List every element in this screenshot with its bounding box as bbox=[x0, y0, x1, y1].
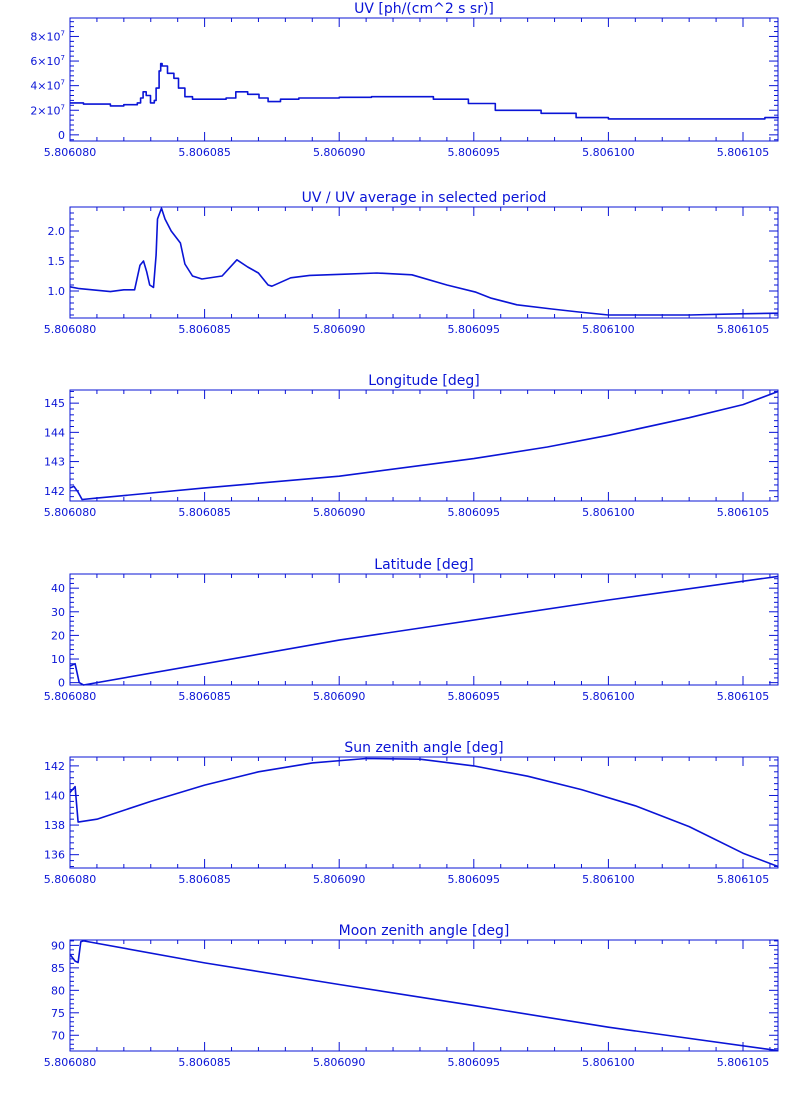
x-tick-label: 5.806085 bbox=[178, 873, 231, 886]
x-tick-label: 5.806100 bbox=[582, 506, 635, 519]
y-tick-label: 136 bbox=[44, 849, 65, 862]
x-tick-label: 5.806100 bbox=[582, 873, 635, 886]
x-tick-label: 5.806080 bbox=[44, 506, 97, 519]
y-tick-label: 6×107 bbox=[30, 54, 65, 68]
y-tick-label: 20 bbox=[51, 629, 65, 642]
y-tick-label: 1.0 bbox=[48, 285, 66, 298]
series-line bbox=[69, 390, 779, 501]
x-tick-label: 5.806095 bbox=[448, 146, 501, 159]
x-tick-label: 5.806105 bbox=[717, 873, 770, 886]
plot-frame bbox=[69, 206, 779, 319]
y-tick-label: 0 bbox=[58, 677, 65, 690]
x-tick-label: 5.806105 bbox=[717, 323, 770, 336]
x-tick-label: 5.806090 bbox=[313, 146, 366, 159]
x-tick-label: 5.806080 bbox=[44, 690, 97, 703]
x-tick-label: 5.806085 bbox=[178, 690, 231, 703]
series-line bbox=[70, 62, 779, 120]
x-tick-label: 5.806095 bbox=[448, 323, 501, 336]
panel-moon-zenith-angle-deg: Moon zenith angle [deg] 5.806080 5.806085 5… bbox=[44, 923, 779, 1069]
x-tick-label: 5.806100 bbox=[582, 323, 635, 336]
x-tick-label: 5.806090 bbox=[313, 506, 366, 519]
panel-uv-uv-average-in-selected-period: UV / UV average in selected period 5.8060… bbox=[44, 190, 779, 336]
x-tick-label: 5.806100 bbox=[582, 1056, 635, 1069]
y-tick-label: 142 bbox=[44, 485, 65, 498]
x-tick-label: 5.806085 bbox=[178, 146, 231, 159]
y-tick-label: 0 bbox=[58, 129, 65, 142]
plot-frame bbox=[69, 573, 779, 686]
panel-title: Sun zenith angle [deg] bbox=[344, 740, 503, 756]
series-line bbox=[69, 575, 779, 686]
y-tick-label: 138 bbox=[44, 819, 65, 832]
y-tick-label: 2×107 bbox=[30, 103, 65, 117]
panel-latitude-deg: Latitude [deg] 5.806080 5.806085 5.806090 5.… bbox=[44, 557, 779, 703]
y-tick-label: 140 bbox=[44, 789, 65, 802]
x-tick-label: 5.806085 bbox=[178, 323, 231, 336]
x-tick-label: 5.806080 bbox=[44, 323, 97, 336]
x-tick-label: 5.806105 bbox=[717, 690, 770, 703]
x-tick-label: 5.806105 bbox=[717, 1056, 770, 1069]
y-tick-label: 8×107 bbox=[30, 29, 65, 43]
x-tick-label: 5.806100 bbox=[582, 146, 635, 159]
y-tick-label: 2.0 bbox=[48, 225, 66, 238]
series-line bbox=[69, 757, 779, 868]
x-tick-label: 5.806095 bbox=[448, 690, 501, 703]
x-tick-label: 5.806085 bbox=[178, 506, 231, 519]
plot-frame bbox=[69, 389, 779, 502]
panel-title: Longitude [deg] bbox=[368, 373, 479, 389]
panel-title: Latitude [deg] bbox=[374, 557, 473, 573]
x-tick-label: 5.806085 bbox=[178, 1056, 231, 1069]
panel-longitude-deg: Longitude [deg] 5.806080 5.806085 5.806090 5… bbox=[44, 373, 779, 519]
x-tick-label: 5.806095 bbox=[448, 873, 501, 886]
y-tick-label: 80 bbox=[51, 984, 65, 997]
y-tick-label: 143 bbox=[44, 456, 65, 469]
panel-title: UV / UV average in selected period bbox=[302, 190, 547, 206]
y-tick-label: 1.5 bbox=[48, 255, 66, 268]
x-tick-label: 5.806090 bbox=[313, 323, 366, 336]
y-tick-label: 75 bbox=[51, 1007, 65, 1020]
y-tick-label: 10 bbox=[51, 653, 65, 666]
x-tick-label: 5.806090 bbox=[313, 690, 366, 703]
y-tick-label: 30 bbox=[51, 606, 65, 619]
plot-frame bbox=[69, 939, 779, 1052]
x-tick-label: 5.806090 bbox=[313, 873, 366, 886]
y-tick-label: 90 bbox=[51, 939, 65, 952]
y-tick-label: 70 bbox=[51, 1029, 65, 1042]
panel-uv-ph-cm-2-s-sr: UV [ph/(cm^2 s sr)] 5.806080 5.806085 5.806… bbox=[30, 1, 779, 159]
series-line bbox=[69, 207, 779, 316]
y-tick-label: 142 bbox=[44, 760, 65, 773]
panel-sun-zenith-angle-deg: Sun zenith angle [deg] 5.806080 5.806085 5.… bbox=[44, 740, 779, 886]
y-tick-label: 144 bbox=[44, 426, 65, 439]
x-tick-label: 5.806105 bbox=[717, 506, 770, 519]
x-tick-label: 5.806105 bbox=[717, 146, 770, 159]
panel-title: Moon zenith angle [deg] bbox=[339, 923, 510, 939]
plot-frame bbox=[69, 17, 779, 142]
y-tick-label: 40 bbox=[51, 582, 65, 595]
x-tick-label: 5.806100 bbox=[582, 690, 635, 703]
y-tick-label: 85 bbox=[51, 962, 65, 975]
x-tick-label: 5.806095 bbox=[448, 1056, 501, 1069]
y-tick-label: 4×107 bbox=[30, 79, 65, 93]
panel-title: UV [ph/(cm^2 s sr)] bbox=[354, 1, 494, 17]
x-tick-label: 5.806080 bbox=[44, 1056, 97, 1069]
y-tick-label: 145 bbox=[44, 397, 65, 410]
x-tick-label: 5.806090 bbox=[313, 1056, 366, 1069]
plot-frame bbox=[69, 756, 779, 869]
x-tick-label: 5.806080 bbox=[44, 146, 97, 159]
x-tick-label: 5.806080 bbox=[44, 873, 97, 886]
series-line bbox=[69, 940, 779, 1052]
x-tick-label: 5.806095 bbox=[448, 506, 501, 519]
